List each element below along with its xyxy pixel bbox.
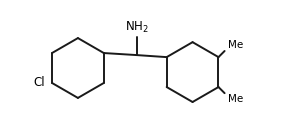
Text: Me: Me (228, 40, 243, 50)
Text: NH$_2$: NH$_2$ (125, 20, 148, 35)
Text: Cl: Cl (33, 76, 45, 89)
Text: Me: Me (228, 94, 243, 104)
